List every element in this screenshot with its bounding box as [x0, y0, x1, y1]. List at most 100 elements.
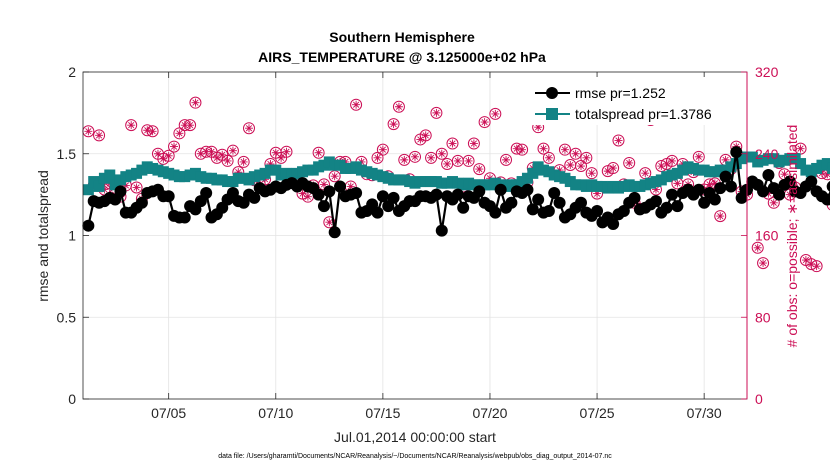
obs-assimilated-marker — [518, 145, 527, 154]
obs-assimilated-marker — [796, 144, 805, 153]
obs-assimilated-marker — [421, 131, 430, 140]
obs-assimilated-marker — [571, 149, 580, 158]
obs-assimilated-marker — [148, 127, 157, 136]
rmse-marker — [708, 193, 721, 206]
rmse-marker — [628, 191, 641, 204]
rmse-marker — [521, 183, 534, 196]
obs-possible-marker — [376, 143, 389, 156]
obs-possible-marker — [125, 119, 138, 132]
rmse-marker — [666, 188, 679, 201]
obs-possible-marker — [473, 163, 486, 176]
totalspread-marker — [527, 167, 539, 179]
obs-assimilated-marker — [378, 145, 387, 154]
obs-assimilated-marker — [651, 185, 660, 194]
obs-assimilated-marker — [277, 153, 286, 162]
rmse-marker — [553, 196, 566, 209]
rmse-marker — [494, 183, 507, 196]
obs-assimilated-marker — [694, 152, 703, 161]
obs-assimilated-marker — [534, 123, 543, 132]
obs-assimilated-marker — [560, 145, 569, 154]
obs-possible-marker — [751, 241, 764, 254]
obs-assimilated-marker — [587, 169, 596, 178]
rmse-marker — [334, 180, 347, 193]
obs-assimilated-marker — [668, 156, 677, 165]
obs-assimilated-marker — [453, 156, 462, 165]
obs-assimilated-marker — [753, 243, 762, 252]
totalspread-marker — [795, 158, 807, 170]
rmse-marker — [430, 188, 443, 201]
obs-possible-marker — [243, 122, 255, 135]
obs-possible-marker — [489, 107, 502, 120]
rmse-marker — [757, 185, 770, 198]
rmse-marker — [376, 190, 389, 203]
rmse-marker — [82, 219, 95, 232]
obs-assimilated-marker — [566, 160, 575, 169]
y2-tick-label: 80 — [755, 309, 771, 325]
obs-possible-marker — [398, 153, 411, 166]
obs-assimilated-marker — [480, 118, 489, 127]
x-tick-label: 07/10 — [258, 405, 293, 421]
y-tick-label: 1 — [68, 228, 76, 244]
y2-tick-label: 160 — [755, 228, 779, 244]
obs-assimilated-marker — [427, 153, 436, 162]
y-tick-label: 0.5 — [57, 309, 77, 325]
obs-possible-marker — [478, 116, 491, 129]
obs-assimilated-marker — [416, 135, 425, 144]
obs-assimilated-marker — [437, 149, 446, 158]
obs-assimilated-marker — [132, 183, 141, 192]
x-tick-label: 07/05 — [151, 405, 186, 421]
obs-possible-marker — [435, 147, 448, 160]
obs-assimilated-marker — [202, 147, 211, 156]
obs-assimilated-marker — [400, 155, 409, 164]
totalspread-series — [82, 151, 830, 196]
obs-assimilated-marker — [303, 192, 312, 201]
rmse-marker — [114, 185, 127, 198]
obs-assimilated-marker — [121, 181, 130, 190]
rmse-marker — [317, 200, 330, 213]
legend-totalspread-label: totalspread pr=1.3786 — [575, 106, 712, 122]
rmse-series — [82, 146, 830, 239]
obs-possible-marker — [462, 154, 475, 167]
rmse-marker — [671, 200, 684, 213]
obs-assimilated-marker — [394, 102, 403, 111]
rmse-marker — [548, 186, 561, 199]
obs-assimilated-marker — [716, 212, 725, 221]
obs-assimilated-marker — [153, 149, 162, 158]
obs-assimilated-marker — [175, 129, 184, 138]
chart-title: Southern Hemisphere — [329, 29, 475, 45]
rmse-marker — [328, 226, 341, 239]
obs-assimilated-marker — [389, 120, 398, 129]
rmse-marker — [505, 196, 518, 209]
obs-possible-marker — [237, 155, 250, 168]
legend-box — [530, 77, 742, 125]
obs-assimilated-marker — [180, 121, 189, 130]
obs-assimilated-marker — [223, 156, 232, 165]
obs-possible-marker — [425, 151, 438, 164]
rmse-marker — [575, 196, 587, 209]
obs-assimilated-marker — [298, 189, 307, 198]
obs-assimilated-marker — [170, 142, 179, 151]
rmse-marker — [821, 193, 830, 206]
obs-assimilated-marker — [512, 144, 521, 153]
obs-possible-marker — [168, 140, 181, 153]
rmse-marker — [526, 203, 539, 216]
obs-assimilated-marker — [84, 127, 93, 136]
obs-possible-marker — [580, 151, 593, 164]
rmse-marker — [457, 201, 470, 214]
obs-assimilated-marker — [807, 260, 816, 269]
rmse-marker — [489, 206, 502, 219]
obs-possible-marker — [585, 167, 598, 180]
obs-assimilated-marker — [95, 131, 104, 140]
x-tick-label: 07/25 — [580, 405, 615, 421]
obs-assimilated-marker — [314, 148, 323, 157]
rmse-marker — [200, 186, 213, 199]
rmse-marker — [762, 169, 775, 182]
rmse-marker — [248, 191, 261, 204]
rmse-marker — [451, 188, 464, 201]
x-tick-label: 07/20 — [472, 405, 507, 421]
obs-count-layer — [82, 96, 830, 273]
obs-possible-marker — [280, 145, 293, 158]
obs-possible-marker — [430, 106, 443, 119]
rmse-marker — [724, 180, 737, 193]
obs-possible-marker — [623, 156, 636, 169]
